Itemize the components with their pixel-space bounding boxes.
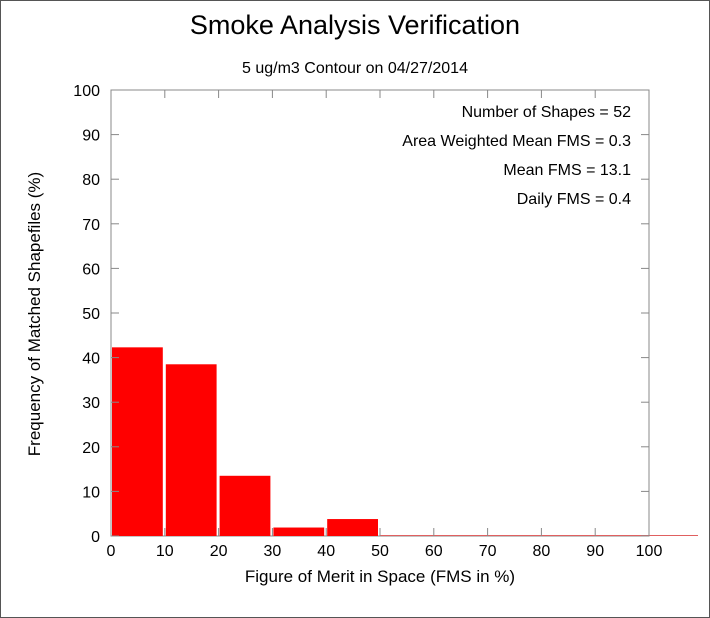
x-tick-label: 40 xyxy=(317,543,335,560)
x-axis-label: Figure of Merit in Space (FMS in %) xyxy=(244,567,516,586)
x-tick-label: 100 xyxy=(636,543,663,560)
y-tick-label: 0 xyxy=(91,529,100,546)
y-tick-label: 10 xyxy=(82,484,100,501)
y-tick-label: 20 xyxy=(82,440,100,457)
stat-annotation: Daily FMS = 0.4 xyxy=(517,191,631,208)
x-tick-label: 90 xyxy=(586,543,604,560)
y-tick-label: 40 xyxy=(82,351,100,368)
y-tick-label: 60 xyxy=(82,261,100,278)
x-tick-label: 10 xyxy=(156,543,174,560)
y-tick-label: 50 xyxy=(82,306,100,323)
histogram-bar xyxy=(219,475,271,536)
x-tick-label: 70 xyxy=(479,543,497,560)
stat-annotation: Mean FMS = 13.1 xyxy=(503,162,631,179)
y-tick-label: 80 xyxy=(82,172,100,189)
chart-subtitle: 5 ug/m3 Contour on 04/27/2014 xyxy=(242,60,468,77)
chart-title: Smoke Analysis Verification xyxy=(189,10,521,40)
x-tick-label: 0 xyxy=(107,543,116,560)
y-tick-label: 30 xyxy=(82,395,100,412)
histogram-bar xyxy=(112,347,163,536)
y-tick-label: 90 xyxy=(82,128,100,145)
x-tick-label: 80 xyxy=(533,543,551,560)
histogram-bar xyxy=(273,527,325,536)
stat-annotation: Number of Shapes = 52 xyxy=(462,104,632,121)
y-tick-label: 100 xyxy=(73,83,100,100)
x-tick-label: 30 xyxy=(264,543,282,560)
y-tick-label: 70 xyxy=(82,217,100,234)
histogram-bar xyxy=(327,519,378,536)
stat-annotation: Area Weighted Mean FMS = 0.3 xyxy=(402,133,631,150)
x-tick-label: 20 xyxy=(210,543,228,560)
histogram-bar xyxy=(165,364,217,536)
x-tick-label: 60 xyxy=(425,543,443,560)
x-tick-label: 50 xyxy=(371,543,389,560)
